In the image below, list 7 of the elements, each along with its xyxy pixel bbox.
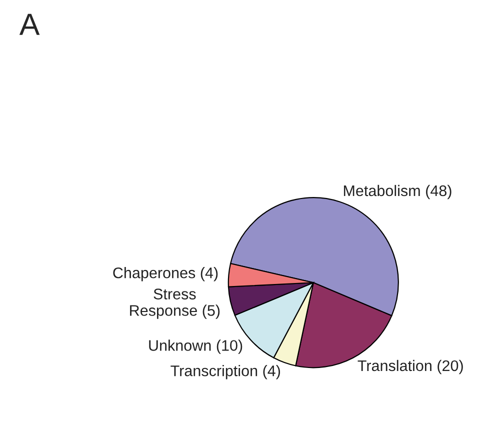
text: A — [19, 14, 40, 35]
slice-label: Translation (20) — [358, 360, 463, 374]
slice-label: Chaperones (4) — [113, 267, 218, 282]
slice-label: Metabolism (48) — [344, 184, 452, 200]
slice-label: Unknown (10) — [149, 340, 242, 354]
slice-label: Transcription (4) — [170, 365, 280, 380]
slice-label: Stress Response (5) — [130, 288, 220, 319]
